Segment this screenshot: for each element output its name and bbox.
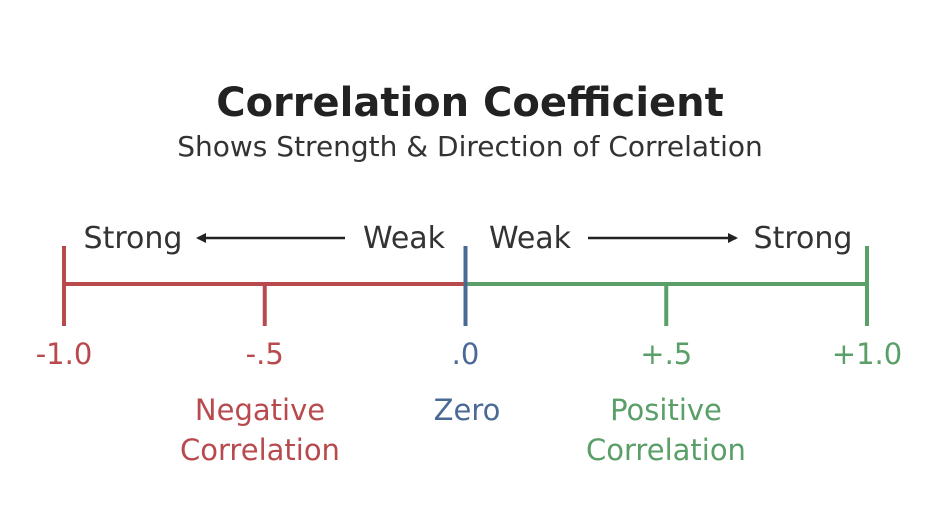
positive-label-line1: Positive <box>610 393 722 427</box>
diagram-subtitle: Shows Strength & Direction of Correlatio… <box>177 130 762 163</box>
strength-label-left-weak: Weak <box>363 221 446 256</box>
strength-label-left-strong: Strong <box>84 221 183 256</box>
scale-tick-label: -1.0 <box>36 337 93 371</box>
scale-tick-label: .0 <box>452 337 480 371</box>
positive-label-line2: Correlation <box>586 433 746 467</box>
scale-tick-label: +1.0 <box>832 337 902 371</box>
zero-label: Zero <box>434 393 501 427</box>
strength-label-right-weak: Weak <box>489 221 572 256</box>
negative-label-line1: Negative <box>195 393 325 427</box>
negative-label-line2: Correlation <box>180 433 340 467</box>
strength-label-right-strong: Strong <box>754 221 853 256</box>
diagram-title: Correlation Coefficient <box>216 80 724 126</box>
scale-tick-label: -.5 <box>246 337 284 371</box>
correlation-scale: -1.0 -.5 .0 +.5 +1.0 <box>36 246 902 371</box>
scale-tick-label: +.5 <box>640 337 692 371</box>
